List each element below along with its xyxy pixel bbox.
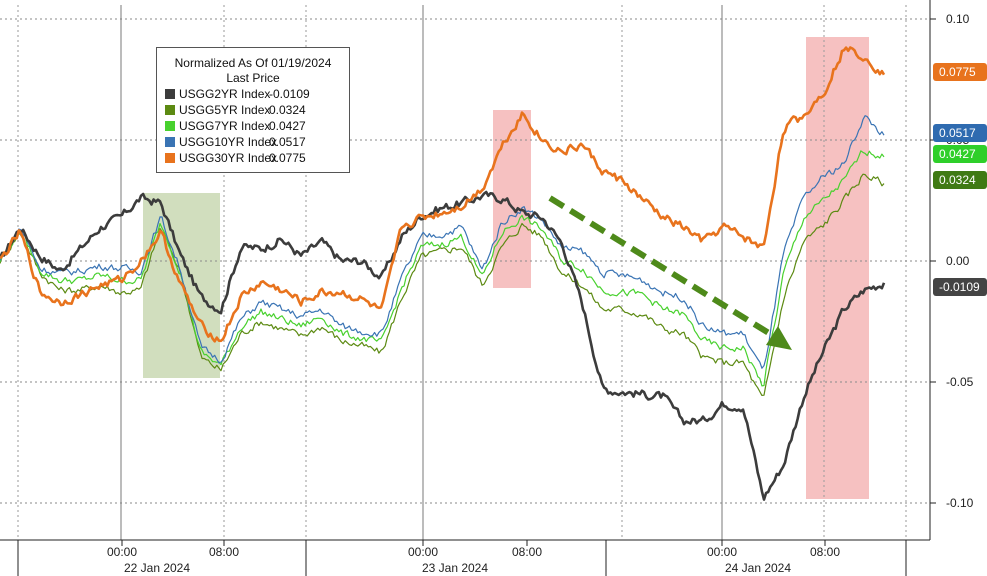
last-value-tag: 0.0324 — [933, 171, 987, 189]
legend-series-name: USGG2YR Index — [179, 87, 271, 101]
series-line-usgg7yr — [0, 150, 885, 387]
x-tick-label: 08:00 — [209, 545, 239, 559]
legend-rows: USGG2YR Index -0.0109 USGG5YR Index 0.0324 U… — [157, 86, 349, 166]
legend-series-value: 0.0775 — [269, 151, 306, 165]
legend-swatch — [165, 121, 175, 131]
legend-title-line2: Last Price — [226, 71, 280, 85]
x-tick-label: 00:00 — [408, 545, 438, 559]
arrow-head — [766, 326, 792, 350]
y-tick-label: -0.05 — [946, 375, 974, 389]
legend-swatch — [165, 137, 175, 147]
red-box-24jan — [806, 37, 869, 499]
x-tick-label: 08:00 — [810, 545, 840, 559]
last-value-tag: 0.0427 — [933, 145, 987, 163]
series-line-usgg2yr — [0, 190, 886, 501]
x-tick-label: 08:00 — [512, 545, 542, 559]
legend-entry: USGG10YR Index 0.0517 — [157, 134, 349, 150]
trend-arrow — [548, 195, 792, 350]
x-date-label: 22 Jan 2024 — [124, 561, 190, 575]
series-line-usgg5yr — [0, 173, 885, 396]
y-tick-label: 0.10 — [946, 12, 970, 26]
legend-title-line1: Normalized As Of 01/19/2024 — [174, 56, 332, 70]
legend-swatch — [165, 89, 175, 99]
legend-entry: USGG5YR Index 0.0324 — [157, 102, 349, 118]
legend-series-name: USGG7YR Index — [179, 119, 271, 133]
grid-lines — [0, 5, 930, 540]
x-tick-label: 00:00 — [107, 545, 137, 559]
legend-swatch — [165, 153, 175, 163]
legend-series-value: 0.0517 — [269, 135, 306, 149]
last-value-tag: -0.0109 — [933, 278, 987, 296]
legend-entry: USGG30YR Index 0.0775 — [157, 150, 349, 166]
legend-title: Normalized As Of 01/19/2024 Last Price — [157, 48, 349, 86]
last-value-tag: 0.0517 — [933, 124, 987, 142]
chart-legend: Normalized As Of 01/19/2024 Last Price U… — [156, 47, 350, 173]
series-lines — [0, 46, 886, 501]
y-tick-label: 0.00 — [946, 254, 970, 268]
legend-entry: USGG2YR Index -0.0109 — [157, 86, 349, 102]
green-dashed-downward-arrow — [548, 195, 774, 338]
last-value-tag: 0.0775 — [933, 63, 987, 81]
y-tick-label: -0.10 — [946, 496, 974, 510]
legend-series-value: -0.0109 — [269, 87, 310, 101]
legend-series-name: USGG10YR Index — [179, 135, 278, 149]
y-axis-ticks: 0.100.050.00-0.05-0.10 — [930, 12, 974, 510]
x-date-label: 24 Jan 2024 — [725, 561, 791, 575]
x-tick-label: 00:00 — [707, 545, 737, 559]
legend-series-name: USGG5YR Index — [179, 103, 271, 117]
x-date-label: 23 Jan 2024 — [422, 561, 488, 575]
series-line-usgg30yr — [0, 46, 886, 343]
legend-series-name: USGG30YR Index — [179, 151, 278, 165]
x-axis-ticks: 00:00 08:00 00:00 08:00 00:00 08:00 22 Jan 202… — [17, 540, 907, 576]
legend-entry: USGG7YR Index 0.0427 — [157, 118, 349, 134]
legend-swatch — [165, 105, 175, 115]
legend-series-value: 0.0427 — [269, 119, 306, 133]
shaded-regions — [143, 37, 869, 499]
legend-series-value: 0.0324 — [269, 103, 306, 117]
axes — [0, 0, 931, 541]
